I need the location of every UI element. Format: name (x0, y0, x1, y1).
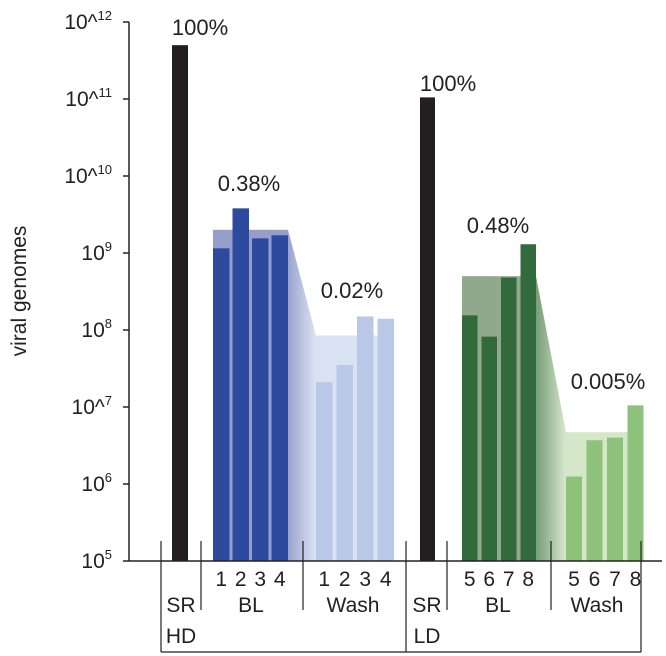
percent-label: 0.48% (467, 213, 529, 238)
x-tick-label: 7 (609, 568, 621, 591)
bar-wash-ld-7 (607, 437, 623, 561)
x-tick-label: 1 (215, 568, 227, 591)
transition-fill (536, 276, 566, 561)
y-tick-base: 10 (81, 319, 104, 342)
x-tick-label: 5 (568, 568, 580, 591)
bar-bl-ld-6 (481, 336, 497, 561)
group-label: Wash (327, 594, 380, 617)
bar-bl-ld-7 (501, 277, 517, 561)
y-tick-exponent: 7 (105, 393, 112, 408)
group-sublabel: HD (166, 625, 196, 648)
bar-wash-hd-4 (377, 318, 394, 561)
y-tick-label: 10^7 (72, 393, 112, 419)
y-tick-label: 10^12 (64, 8, 112, 34)
y-tick-exponent: 6 (105, 470, 112, 485)
bar-wash-ld-5 (566, 476, 582, 561)
bar-wash-ld-8 (627, 405, 644, 561)
x-tick-label: 8 (630, 568, 642, 591)
group-label: BL (485, 594, 511, 617)
x-tick-label: 8 (522, 568, 534, 591)
axes-layer (128, 22, 662, 562)
y-tick-label: 105 (81, 547, 112, 573)
y-tick-base: 10^ (64, 165, 97, 188)
bar-bl-hd-4 (271, 235, 288, 561)
percent-label: 0.005% (571, 369, 646, 394)
y-tick-base: 10 (81, 473, 104, 496)
y-axis-label: viral genomes (8, 226, 31, 357)
y-tick-exponent: 10 (98, 162, 112, 177)
bar-sr-ld (420, 97, 435, 562)
group-label: BL (238, 594, 264, 617)
percent-label: 100% (172, 15, 228, 40)
x-tick-label: 1 (318, 568, 330, 591)
percent-label: 100% (420, 71, 476, 96)
x-tick-label: 4 (380, 568, 392, 591)
x-tick-label: 6 (483, 568, 495, 591)
group-label: SR (412, 594, 441, 617)
y-tick-base: 10^ (65, 88, 98, 111)
transition-fill (288, 229, 316, 562)
y-tick-base: 10 (81, 550, 104, 573)
x-tick-label: 2 (235, 568, 247, 591)
bar-layer (172, 45, 644, 562)
x-tick-label: 5 (464, 568, 476, 591)
bar-wash-hd-1 (316, 382, 333, 561)
bar-wash-hd-3 (357, 316, 374, 561)
bar-wash-ld-6 (586, 440, 603, 561)
x-tick-label: 3 (254, 568, 266, 591)
bar-bl-ld-8 (520, 244, 536, 561)
y-tick-label: 10^10 (64, 162, 112, 188)
percent-label: 0.02% (321, 278, 383, 303)
x-tick-label: 4 (274, 568, 286, 591)
bar-bl-hd-1 (213, 248, 230, 561)
bar-bl-hd-3 (252, 238, 269, 561)
group-sublabel: LD (414, 625, 441, 648)
y-tick-base: 10^ (64, 11, 97, 34)
y-tick-exponent: 5 (105, 547, 112, 562)
y-tick-label: 109 (81, 239, 112, 265)
y-tick-label: 108 (81, 316, 112, 342)
y-tick-base: 10^ (72, 396, 105, 419)
label-layer: 1 2 3 4 1 2 3 4 5 6 7 8 5 6 7 8100%0.38%0.02%100%0.48%0… (160, 15, 646, 653)
y-tick-exponent: 12 (98, 8, 112, 23)
x-tick-label: 7 (503, 568, 515, 591)
x-tick-label: 6 (589, 568, 601, 591)
y-tick-exponent: 11 (99, 85, 113, 100)
group-label: Wash (571, 594, 624, 617)
bar-sr-hd (172, 45, 188, 561)
bar-bl-hd-2 (232, 208, 249, 561)
y-tick-exponent: 8 (105, 316, 112, 331)
percent-label: 0.38% (218, 171, 280, 196)
bar-wash-hd-2 (336, 365, 353, 561)
x-tick-label: 2 (339, 568, 351, 591)
y-tick-exponent: 9 (105, 239, 112, 254)
y-tick-label: 106 (81, 470, 112, 496)
x-tick-label: 3 (359, 568, 371, 591)
y-tick-base: 10 (81, 242, 104, 265)
y-tick-label: 10^11 (65, 85, 112, 111)
group-label: SR (166, 594, 195, 617)
bar-bl-ld-5 (462, 315, 478, 561)
